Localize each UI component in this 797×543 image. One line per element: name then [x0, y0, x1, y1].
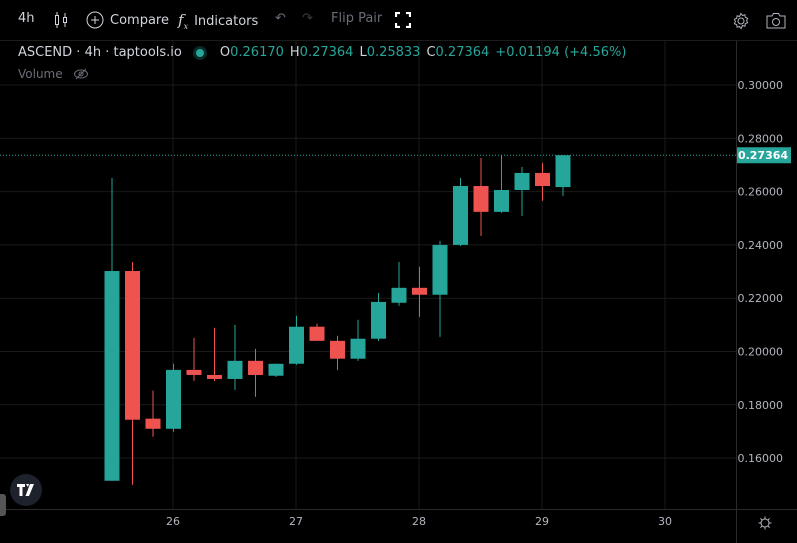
fx-icon: fx	[178, 11, 189, 31]
y-tick-label: 0.28000	[738, 132, 784, 145]
candle-down	[145, 418, 161, 429]
top-toolbar: 4h Compare fx Indicators ↶ ↷ Flip Pair	[0, 0, 797, 41]
last-price-label: 0.27364	[738, 149, 788, 162]
x-tick-label: 30	[658, 515, 672, 528]
undo-icon: ↶	[275, 11, 286, 26]
candle-up	[166, 369, 181, 429]
price-chart[interactable]: 0.30000 0.28000 0.26000 0.24000 0.22000 0.200…	[0, 41, 797, 543]
high-key: H	[289, 45, 300, 60]
candles-icon	[55, 12, 67, 28]
y-tick-label: 0.20000	[738, 346, 784, 359]
undo-button[interactable]: ↶	[275, 11, 286, 26]
candle-up	[371, 301, 386, 339]
high-value: 0.27364	[299, 45, 354, 60]
low-key: L	[359, 45, 367, 60]
tradingview-logo[interactable]	[10, 474, 42, 506]
settings-button[interactable]	[732, 12, 750, 30]
candle-up	[494, 190, 509, 212]
y-tick-label: 0.18000	[738, 399, 784, 412]
volume-label: Volume	[18, 67, 63, 81]
indicators-button[interactable]: fx Indicators	[178, 11, 258, 31]
candle-up	[514, 172, 530, 191]
candle-down	[207, 374, 222, 379]
candle-up	[227, 360, 243, 379]
auto-scale-icon[interactable]	[758, 516, 772, 530]
y-tick-label: 0.22000	[738, 292, 784, 305]
candle-up	[555, 155, 571, 188]
x-tick-label: 28	[412, 515, 426, 528]
symbol-title: ASCEND · 4h · taptools.io	[18, 45, 182, 60]
candle-down	[330, 340, 345, 359]
candle-up	[453, 186, 468, 245]
candle-down	[309, 326, 325, 341]
eye-hidden-icon[interactable]	[73, 68, 89, 80]
market-status-dot	[195, 48, 204, 57]
candle-down	[125, 271, 140, 420]
redo-button[interactable]: ↷	[302, 11, 313, 26]
y-tick-label: 0.26000	[738, 186, 784, 199]
screenshot-button[interactable]	[766, 12, 786, 29]
candle-down	[412, 287, 427, 295]
flip-pair-button[interactable]: Flip Pair	[331, 11, 383, 26]
volume-indicator[interactable]: Volume	[18, 67, 89, 81]
low-value: 0.25833	[366, 45, 421, 60]
x-tick-label: 29	[535, 515, 549, 528]
fullscreen-button[interactable]	[395, 12, 411, 28]
y-tick-label: 0.30000	[738, 79, 784, 92]
x-tick-label: 27	[289, 515, 303, 528]
open-value: 0.26170	[230, 45, 284, 60]
candle-up	[289, 326, 304, 364]
gear-icon	[733, 12, 749, 30]
redo-icon: ↷	[302, 11, 313, 26]
x-tick-label: 26	[166, 515, 180, 528]
plus-circle-icon	[86, 11, 104, 29]
compare-button[interactable]: Compare	[86, 11, 169, 29]
chart-type-button[interactable]	[53, 11, 69, 29]
candle-down	[248, 360, 263, 375]
candle-up	[391, 287, 407, 303]
collapse-handle[interactable]	[0, 494, 6, 516]
close-key: C	[426, 45, 436, 60]
y-tick-label: 0.16000	[738, 452, 784, 465]
last-price-badge	[737, 147, 791, 164]
open-key: O	[219, 45, 231, 60]
close-value: 0.27364	[435, 45, 490, 60]
candle-down	[473, 186, 489, 212]
camera-icon	[766, 13, 786, 29]
candle-up	[432, 244, 448, 295]
candle-up	[350, 338, 366, 359]
change-value: +0.01194 (+4.56%)	[495, 45, 627, 60]
candle-up	[268, 363, 284, 376]
compare-label: Compare	[110, 12, 169, 28]
interval-button[interactable]: 4h	[18, 11, 35, 26]
indicators-label: Indicators	[194, 13, 259, 29]
chart-legend: ASCEND · 4h · taptools.io O 0.26170 H 0.27…	[18, 45, 632, 60]
candle-up	[104, 271, 120, 481]
fullscreen-icon	[395, 12, 411, 28]
y-tick-label: 0.24000	[738, 239, 784, 252]
candle-down	[535, 172, 550, 187]
candle-down	[186, 369, 202, 375]
